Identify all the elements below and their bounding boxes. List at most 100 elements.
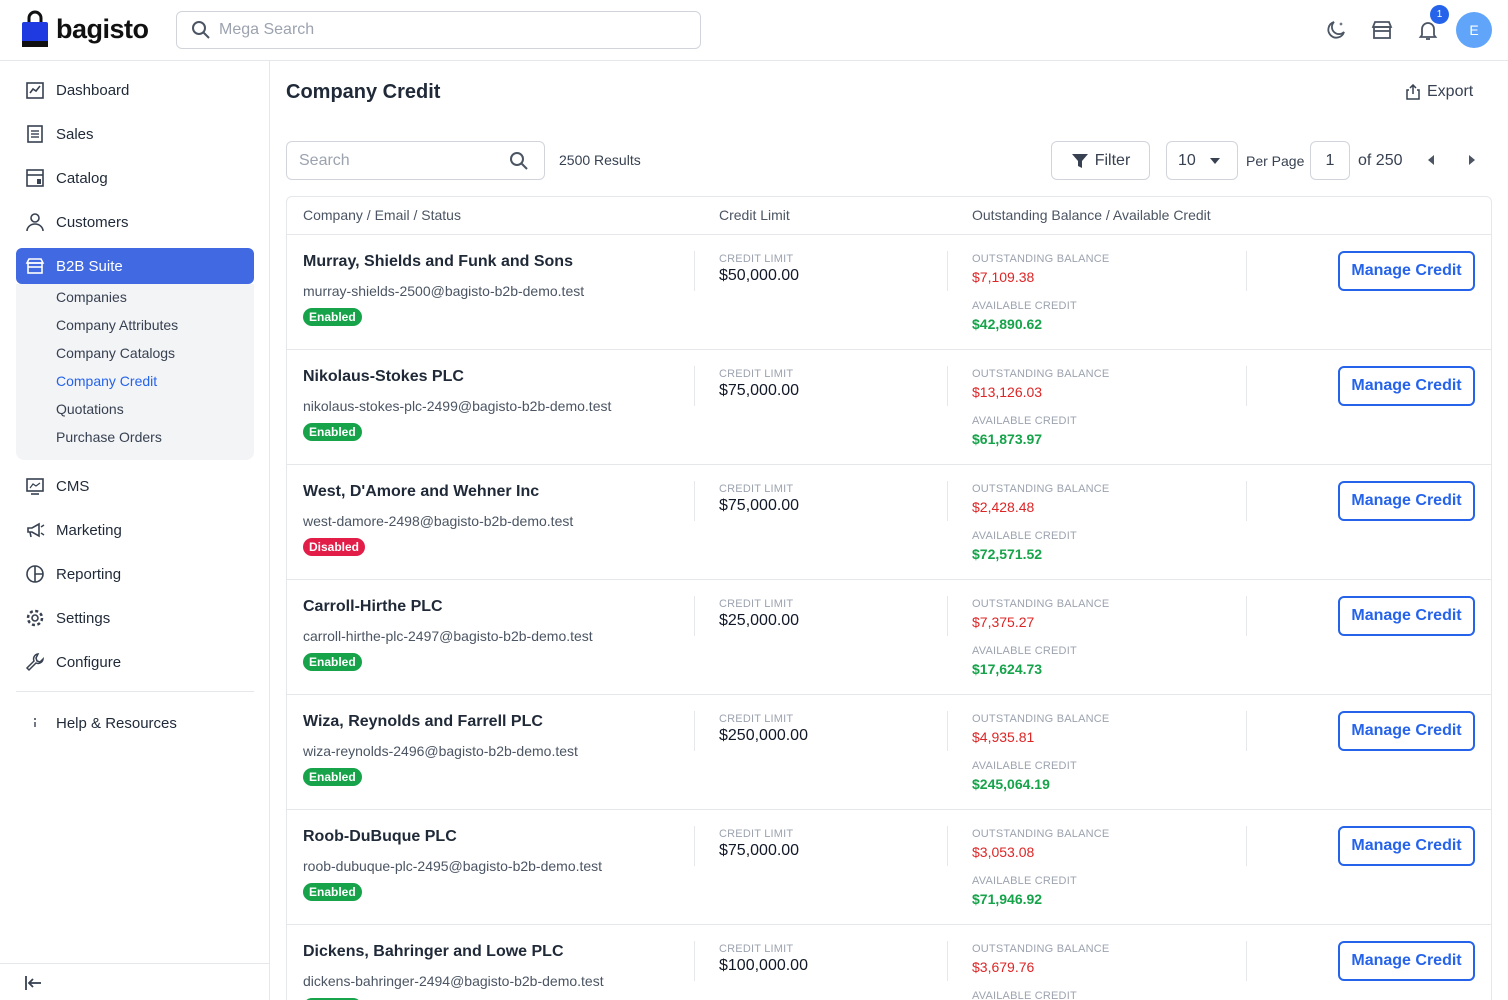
available-label: AVAILABLE CREDIT: [972, 645, 1077, 657]
search-icon[interactable]: [509, 151, 529, 171]
credit-limit-label: CREDIT LIMIT: [719, 943, 794, 955]
sidebar-item-catalog[interactable]: Catalog: [16, 160, 254, 196]
next-page-icon[interactable]: [1465, 153, 1479, 167]
megaphone-icon: [24, 519, 46, 541]
prev-page-icon[interactable]: [1424, 153, 1438, 167]
submenu-item-company-catalogs[interactable]: Company Catalogs: [56, 345, 176, 361]
manage-credit-button[interactable]: Manage Credit: [1338, 366, 1475, 406]
company-name[interactable]: Dickens, Bahringer and Lowe PLC: [303, 943, 564, 960]
dark-mode-icon[interactable]: [1322, 16, 1350, 44]
credit-limit-value: $75,000.00: [719, 497, 800, 514]
sidebar-item-label: Help & Resources: [56, 714, 177, 732]
outstanding-value: $2,428.48: [972, 499, 1035, 515]
company-name[interactable]: Murray, Shields and Funk and Sons: [303, 253, 573, 270]
status-badge: Enabled: [303, 998, 362, 1000]
available-label: AVAILABLE CREDIT: [972, 415, 1077, 427]
company-name[interactable]: Carroll-Hirthe PLC: [303, 598, 443, 615]
header-balance[interactable]: Outstanding Balance / Available Credit: [972, 207, 1211, 223]
credit-limit-label: CREDIT LIMIT: [719, 828, 794, 840]
bell-icon[interactable]: [1414, 16, 1442, 44]
logo[interactable]: bagisto: [20, 10, 149, 48]
credit-limit-label: CREDIT LIMIT: [719, 253, 794, 265]
sidebar-divider: [16, 691, 254, 692]
collapse-sidebar-button[interactable]: [0, 963, 270, 1000]
sidebar-item-label: Configure: [56, 653, 122, 671]
export-button[interactable]: Export: [1405, 83, 1473, 101]
company-name[interactable]: Roob-DuBuque PLC: [303, 828, 457, 845]
credit-limit-value: $250,000.00: [719, 727, 808, 744]
column-divider: [694, 481, 695, 521]
sidebar-item-customers[interactable]: Customers: [16, 204, 254, 240]
company-email: carroll-hirthe-plc-2497@bagisto-b2b-demo…: [303, 628, 593, 644]
storefront-icon[interactable]: [1368, 16, 1396, 44]
datagrid-search-input[interactable]: [299, 151, 509, 170]
manage-credit-button[interactable]: Manage Credit: [1338, 251, 1475, 291]
page-number-input[interactable]: 1: [1310, 141, 1350, 180]
company-name[interactable]: Wiza, Reynolds and Farrell PLC: [303, 713, 543, 730]
column-divider: [1246, 941, 1247, 981]
sidebar-item-sales[interactable]: Sales: [16, 116, 254, 152]
outstanding-label: OUTSTANDING BALANCE: [972, 943, 1110, 955]
caret-down-icon: [1209, 157, 1220, 164]
dashboard-icon: [24, 79, 46, 101]
manage-credit-button[interactable]: Manage Credit: [1338, 941, 1475, 981]
available-value: $42,890.62: [972, 316, 1043, 332]
credit-limit-value: $75,000.00: [719, 382, 800, 399]
available-label: AVAILABLE CREDIT: [972, 760, 1077, 772]
sidebar-item-cms[interactable]: CMS: [16, 468, 254, 504]
status-badge: Disabled: [303, 538, 366, 556]
sidebar-item-b2b-suite[interactable]: B2B Suite: [16, 248, 254, 284]
per-page-select[interactable]: 10: [1166, 141, 1238, 180]
submenu-item-quotations[interactable]: Quotations: [56, 401, 124, 417]
submenu-item-purchase-orders[interactable]: Purchase Orders: [56, 429, 162, 445]
sidebar-item-marketing[interactable]: Marketing: [16, 512, 254, 548]
avatar[interactable]: E: [1456, 12, 1492, 48]
outstanding-label: OUTSTANDING BALANCE: [972, 253, 1110, 265]
submenu-item-company-attributes[interactable]: Company Attributes: [56, 317, 179, 333]
mega-search-input[interactable]: [219, 21, 659, 39]
column-divider: [947, 481, 948, 521]
available-label: AVAILABLE CREDIT: [972, 300, 1077, 312]
sidebar-item-help[interactable]: Help & Resources: [16, 705, 254, 741]
status-badge: Enabled: [303, 768, 362, 786]
mega-search-box[interactable]: [176, 11, 701, 49]
top-header: bagisto 1 E: [0, 0, 1508, 61]
collapse-icon: [25, 976, 41, 990]
table-row: Carroll-Hirthe PLC carroll-hirthe-plc-249…: [287, 580, 1491, 695]
column-divider: [947, 941, 948, 981]
datagrid-search-box[interactable]: [286, 141, 545, 180]
info-icon: [24, 712, 46, 734]
header-credit-limit[interactable]: Credit Limit: [719, 207, 790, 223]
credit-limit-value: $75,000.00: [719, 842, 800, 859]
sidebar-item-reporting[interactable]: Reporting: [16, 556, 254, 592]
per-page-label: Per Page: [1246, 153, 1305, 169]
sidebar-item-configure[interactable]: Configure: [16, 644, 254, 680]
manage-credit-button[interactable]: Manage Credit: [1338, 711, 1475, 751]
company-name[interactable]: Nikolaus-Stokes PLC: [303, 368, 464, 385]
filter-icon: [1071, 153, 1088, 168]
sidebar: Dashboard Sales Catalog Customers B2B Su…: [0, 61, 270, 1000]
per-page-value: 10: [1178, 151, 1196, 169]
sidebar-item-label: Reporting: [56, 565, 122, 583]
header-company[interactable]: Company / Email / Status: [303, 207, 461, 223]
export-icon: [1406, 84, 1420, 100]
submenu-item-company-credit[interactable]: Company Credit: [56, 373, 158, 389]
manage-credit-button[interactable]: Manage Credit: [1338, 826, 1475, 866]
column-divider: [1246, 711, 1247, 751]
available-label: AVAILABLE CREDIT: [972, 530, 1077, 542]
sidebar-item-settings[interactable]: Settings: [16, 600, 254, 636]
company-name[interactable]: West, D'Amore and Wehner Inc: [303, 483, 540, 500]
submenu-item-companies[interactable]: Companies: [56, 289, 127, 305]
outstanding-value: $3,679.76: [972, 959, 1035, 975]
manage-credit-button[interactable]: Manage Credit: [1338, 481, 1475, 521]
catalog-icon: [24, 167, 46, 189]
cms-icon: [24, 475, 46, 497]
export-label: Export: [1427, 83, 1474, 100]
column-divider: [1246, 826, 1247, 866]
column-divider: [694, 251, 695, 291]
sidebar-item-dashboard[interactable]: Dashboard: [16, 72, 254, 108]
manage-credit-button[interactable]: Manage Credit: [1338, 596, 1475, 636]
column-divider: [694, 711, 695, 751]
filter-button[interactable]: Filter: [1051, 141, 1150, 180]
column-divider: [694, 941, 695, 981]
